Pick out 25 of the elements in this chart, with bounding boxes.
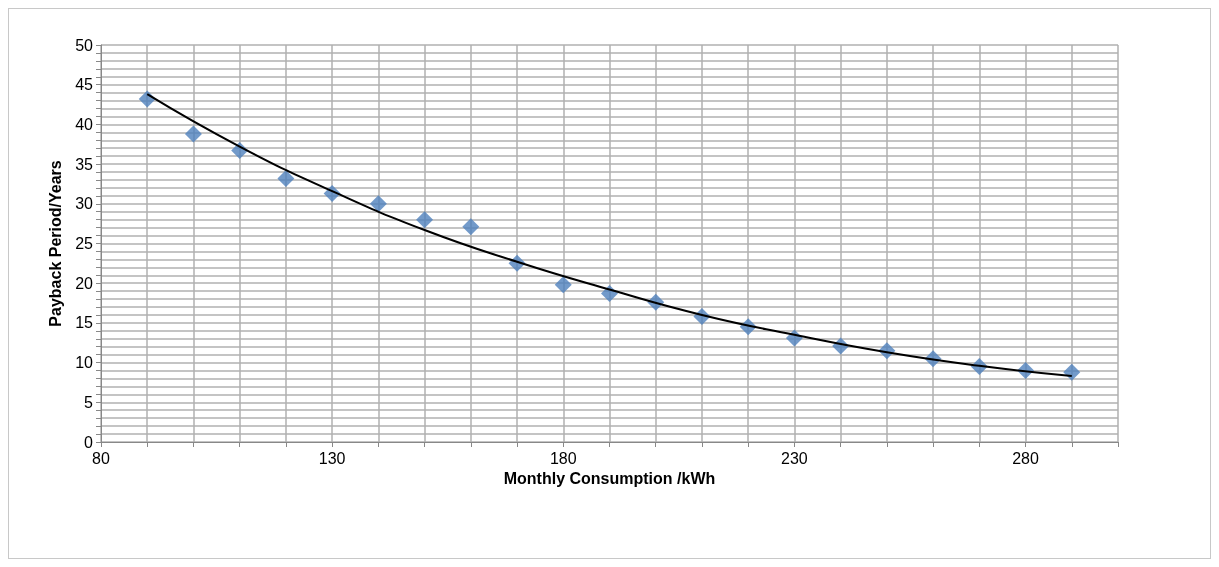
point — [369, 195, 387, 213]
point — [1063, 363, 1081, 381]
x-axis-title: Monthly Consumption /kWh — [503, 470, 716, 488]
x-tick-label: 130 — [318, 449, 346, 467]
point — [416, 211, 434, 229]
y-tick-label: 25 — [75, 235, 94, 252]
y-tick-label: 40 — [75, 115, 94, 133]
point — [277, 169, 295, 187]
y-tick-label: 0 — [84, 433, 94, 451]
x-tick-label: 180 — [549, 449, 577, 467]
point — [554, 276, 572, 294]
y-tick-label: 5 — [84, 393, 94, 411]
x-tick-label: 80 — [92, 449, 110, 467]
y-tick-label: 20 — [75, 274, 94, 292]
point — [462, 218, 480, 236]
y-tick-label: 10 — [75, 354, 94, 372]
x-tick-label: 280 — [1012, 449, 1039, 467]
y-tick-label: 45 — [75, 76, 94, 94]
point — [184, 125, 202, 143]
y-tick-label: 50 — [75, 36, 94, 54]
y-axis-title: Payback Period/Years — [46, 160, 64, 327]
y-tick-label: 30 — [75, 195, 94, 213]
y-tick-label: 15 — [75, 314, 94, 332]
x-tick-label: 230 — [781, 449, 808, 467]
y-tick-label: 35 — [75, 155, 94, 173]
